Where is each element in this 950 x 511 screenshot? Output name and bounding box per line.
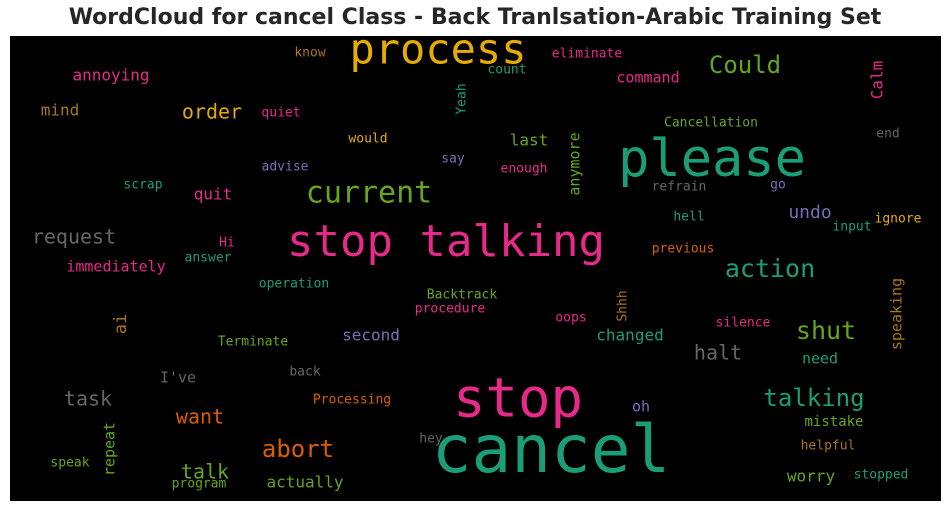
- word-mind: mind: [41, 101, 80, 120]
- word-ai: ai: [111, 314, 131, 334]
- word-go: go: [770, 178, 786, 193]
- word-talking: talking: [763, 384, 864, 412]
- word-program: program: [172, 477, 227, 492]
- word-ignore: ignore: [875, 212, 922, 227]
- word-previous: previous: [652, 242, 715, 257]
- word-terminate: Terminate: [218, 335, 289, 350]
- word-stop: stop: [453, 367, 583, 430]
- word-procedure: procedure: [415, 302, 486, 317]
- word-cancellation: Cancellation: [664, 116, 758, 131]
- word-stop-talking: stop talking: [287, 216, 605, 267]
- word-immediately: immediately: [66, 258, 165, 276]
- word-answer: answer: [185, 251, 232, 266]
- word-command: command: [616, 69, 679, 87]
- word-know: know: [294, 46, 325, 61]
- word-oh: oh: [632, 398, 650, 416]
- word-anymore: anymore: [566, 132, 584, 195]
- word-shut: shut: [796, 316, 856, 345]
- word-order: order: [182, 100, 242, 124]
- word-oops: oops: [555, 311, 586, 326]
- word-need: need: [802, 350, 838, 368]
- word-talk: talk: [181, 460, 229, 484]
- word-cancel: cancel: [432, 411, 670, 488]
- word-actually: actually: [266, 473, 343, 492]
- word-count: count: [487, 63, 526, 78]
- word-action: action: [725, 254, 815, 283]
- word-could: Could: [709, 51, 781, 79]
- word-worry: worry: [787, 467, 836, 486]
- word-changed: changed: [596, 326, 663, 345]
- word-scrap: scrap: [123, 178, 162, 193]
- word-hey: hey: [419, 432, 443, 447]
- wordcloud-canvas: stop talking cancel stop please process curre…: [10, 36, 941, 501]
- word-eliminate: eliminate: [552, 47, 623, 62]
- word-i-ve: I've: [160, 369, 196, 387]
- word-want: want: [176, 405, 224, 429]
- word-speak: speak: [50, 456, 89, 471]
- word-helpful: helpful: [801, 439, 856, 454]
- word-please: please: [618, 129, 806, 189]
- word-advise: advise: [262, 160, 309, 175]
- word-request: request: [32, 225, 116, 249]
- word-processing: Processing: [313, 393, 391, 408]
- word-last: last: [510, 131, 549, 150]
- word-backtrack: Backtrack: [427, 288, 498, 303]
- word-second: second: [342, 326, 400, 345]
- word-current: current: [306, 176, 432, 211]
- word-end: end: [876, 127, 899, 142]
- word-hi: Hi: [219, 236, 235, 251]
- word-silence: silence: [716, 316, 771, 331]
- word-stopped: stopped: [854, 468, 909, 483]
- word-would: would: [348, 132, 387, 147]
- word-quit: quit: [194, 185, 233, 204]
- word-speaking: speaking: [888, 278, 906, 350]
- word-operation: operation: [259, 277, 329, 292]
- word-halt: halt: [694, 341, 742, 365]
- word-annoying: annoying: [72, 66, 149, 85]
- word-hell: hell: [673, 210, 704, 225]
- word-process: process: [349, 36, 526, 74]
- word-abort: abort: [262, 435, 334, 463]
- word-back: back: [289, 365, 320, 380]
- word-undo: undo: [788, 202, 831, 223]
- word-say: say: [441, 152, 465, 167]
- word-calm: Calm: [868, 61, 887, 100]
- word-input: input: [832, 220, 871, 235]
- word-task: task: [64, 387, 112, 411]
- chart-title: WordCloud for cancel Class - Back Tranls…: [68, 5, 882, 30]
- word-repeat: repeat: [101, 422, 119, 476]
- word-enough: enough: [501, 162, 548, 177]
- word-shhh: Shhh: [616, 290, 631, 321]
- word-refrain: refrain: [652, 180, 707, 195]
- word-quiet: quiet: [261, 106, 300, 121]
- word-yeah: Yeah: [455, 83, 470, 114]
- word-mistake: mistake: [804, 414, 863, 430]
